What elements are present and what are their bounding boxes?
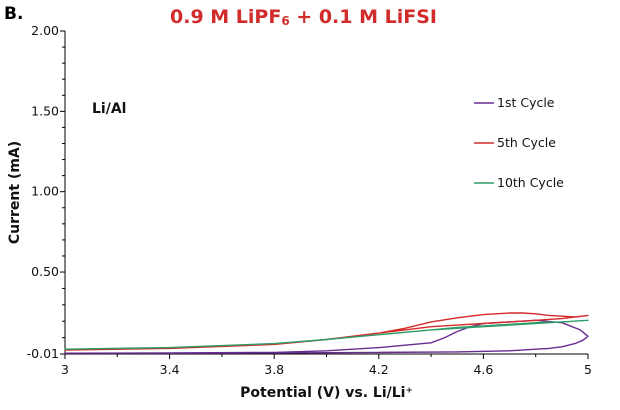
legend-label: 1st Cycle xyxy=(497,95,555,110)
title-subscript: 6 xyxy=(281,14,290,28)
y-tick-label: 1.50 xyxy=(31,103,59,118)
y-tick-label: 0.50 xyxy=(31,264,59,279)
x-tick-label: 5 xyxy=(584,362,592,377)
series-line-1st-cycle xyxy=(64,319,589,354)
series-line-10th-cycle xyxy=(64,319,589,350)
electrode-annotation: Li/Al xyxy=(92,101,126,117)
x-tick-label: 4.6 xyxy=(473,362,493,377)
x-tick-label: 4.2 xyxy=(369,362,389,377)
series-line-5th-cycle xyxy=(64,312,589,351)
x-axis-label: Potential (V) vs. Li/Li⁺ xyxy=(240,385,413,401)
title-main: 0.9 M LiPF xyxy=(170,6,282,28)
panel-label: B. xyxy=(4,4,24,24)
title-rest: + 0.1 M LiFSI xyxy=(289,6,437,28)
y-tick-label: -0.01 xyxy=(27,346,59,361)
y-tick-label: 2.00 xyxy=(31,23,59,38)
y-axis-label: Current (mA) xyxy=(7,141,23,244)
x-tick-label: 3.4 xyxy=(160,362,180,377)
x-tick-label: 3.8 xyxy=(264,362,284,377)
x-tick-label: 3 xyxy=(61,362,69,377)
legend-label: 5th Cycle xyxy=(497,135,556,150)
chart-title: 0.9 M LiPF6 + 0.1 M LiFSI xyxy=(170,6,437,28)
legend-label: 10th Cycle xyxy=(497,175,564,190)
y-tick-label: 1.00 xyxy=(31,184,59,199)
